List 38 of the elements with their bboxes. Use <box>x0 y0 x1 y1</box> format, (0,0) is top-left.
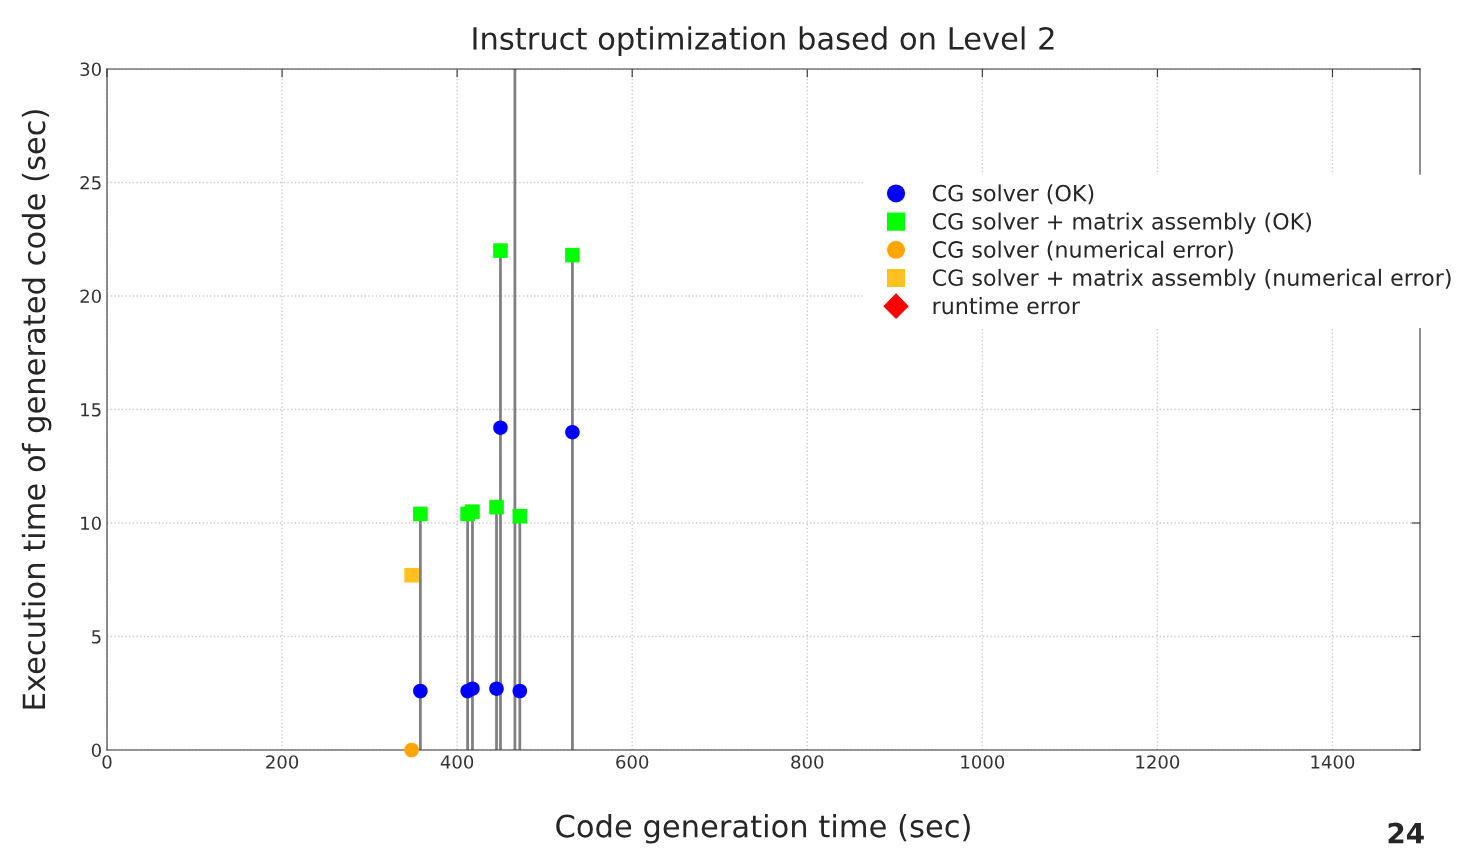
y-tick-label: 30 <box>80 62 101 77</box>
x-tick-label: 1200 <box>1136 755 1180 769</box>
point <box>404 742 419 758</box>
y-tick-label: 20 <box>80 289 101 304</box>
point <box>404 567 419 583</box>
point <box>465 681 480 696</box>
x-tick-label: 200 <box>266 755 299 769</box>
legend-label: CG solver (OK) <box>932 184 1094 205</box>
point <box>512 683 528 699</box>
y-tick-label: 5 <box>92 630 101 644</box>
y-axis-title: Execution time of generated code (sec) <box>21 110 52 709</box>
point <box>489 499 504 515</box>
point <box>465 504 480 519</box>
point <box>565 424 580 440</box>
point <box>413 683 428 699</box>
y-tick-label: 0 <box>91 743 101 758</box>
point <box>493 243 508 258</box>
point <box>493 420 508 435</box>
y-tick-label: 25 <box>80 175 101 190</box>
point <box>512 508 528 524</box>
x-axis-title: Code generation time (sec) <box>556 814 970 844</box>
x-tick-label: 1000 <box>961 755 1005 769</box>
x-tick-label: 1400 <box>1311 755 1355 769</box>
chart-title: Instruct optimization based on Level 2 <box>473 26 1054 56</box>
legend-label: CG solver (numerical error) <box>932 240 1233 261</box>
x-tick-label: 400 <box>440 755 474 769</box>
x-tick-label: 0 <box>102 755 112 769</box>
point <box>489 681 504 696</box>
point <box>413 506 428 522</box>
point <box>565 247 580 263</box>
y-tick-label: 10 <box>81 516 101 531</box>
legend-label: runtime error <box>933 297 1080 315</box>
legend-label: CG solver + matrix assembly (OK) <box>932 212 1312 235</box>
x-tick-label: 600 <box>616 755 649 769</box>
legend-label: CG solver + matrix assembly (numerical error) <box>932 268 1451 291</box>
x-tick-label: 800 <box>791 755 824 769</box>
text: 24 <box>1388 822 1424 844</box>
y-tick-label: 15 <box>81 403 101 417</box>
